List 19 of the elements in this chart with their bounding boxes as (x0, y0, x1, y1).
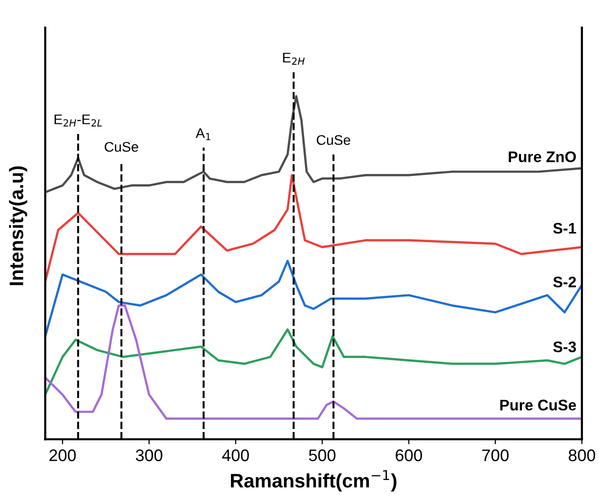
ref-line-label: A$_{1}$ (196, 128, 210, 140)
series-label: Pure CuSe (500, 400, 576, 411)
ref-line-label: CuSe (316, 135, 350, 145)
series-label: Pure ZnO (508, 151, 576, 162)
x-axis-title: Ramanshift(cm$^{−1}$) (230, 470, 396, 492)
y-axis-title: Intensity(a.u) (9, 166, 28, 286)
x-tick-label: 600 (396, 449, 422, 462)
x-tick-label: 500 (308, 449, 336, 462)
ref-line-label: E$_{2H}$-E$_{2L}$ (54, 114, 102, 126)
x-tick-label: 800 (568, 449, 596, 462)
series-label: S-3 (553, 341, 576, 352)
x-tick-label: 400 (222, 449, 249, 462)
x-tick-label: 700 (482, 449, 509, 462)
ref-line-label: CuSe (104, 142, 138, 152)
x-tick-label: 200 (49, 449, 76, 462)
x-tick-label: 300 (136, 449, 162, 462)
series-label: S-1 (553, 222, 576, 234)
series-label: S-2 (553, 276, 576, 288)
ref-line-label: E$_{2H}$ (283, 52, 305, 65)
